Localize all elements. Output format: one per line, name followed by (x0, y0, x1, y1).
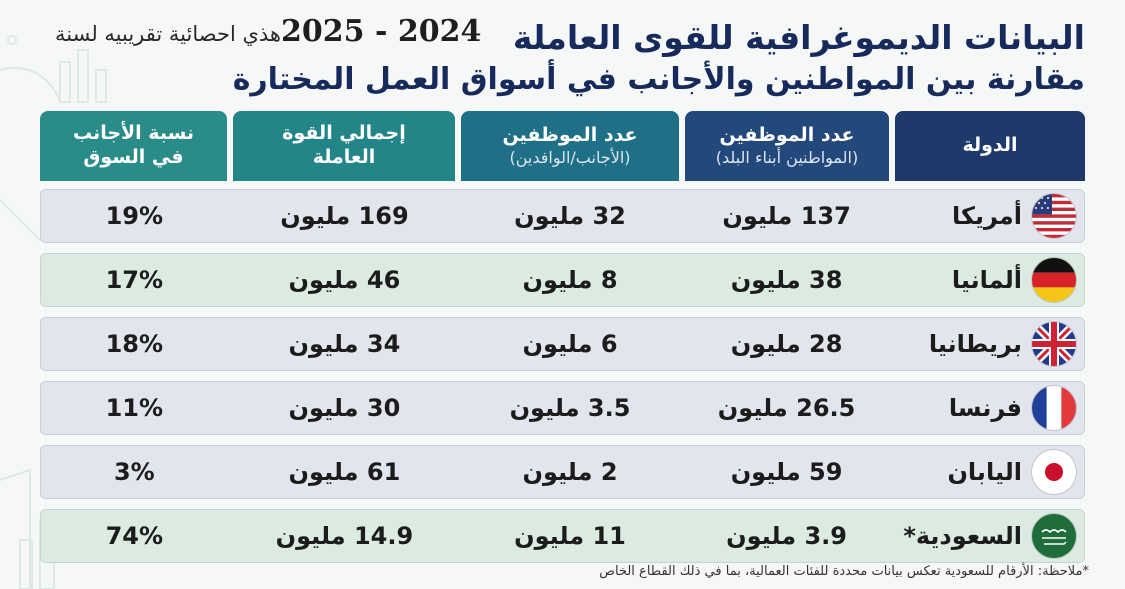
workforce-table: الدولة عدد الموظفين (المواطنين أبناء الب… (40, 111, 1085, 573)
country-cell: ألمانيا (894, 254, 1084, 306)
total-cell: 61 مليون (288, 458, 401, 486)
column-header-country: الدولة (895, 111, 1085, 181)
foreigners-cell: 32 مليون (514, 202, 626, 230)
uk-flag-icon (1032, 322, 1076, 366)
foreigners-cell: 3.5 مليون (509, 394, 631, 422)
country-cell: السعودية* (894, 510, 1084, 562)
foreign-share-cell: 11% (105, 394, 164, 422)
table-header: الدولة عدد الموظفين (المواطنين أبناء الب… (40, 111, 1085, 181)
france-flag-icon (1032, 386, 1076, 430)
nationals-cell: 137 مليون (722, 202, 851, 230)
page-subtitle: مقارنة بين المواطنين والأجانب في أسواق ا… (232, 62, 1085, 97)
saudi-flag-icon (1032, 514, 1076, 558)
year-heading: 2024 - 2025هذي احصائية تقريبيه لسنة (43, 14, 481, 49)
total-cell: 14.9 مليون (275, 522, 414, 550)
nationals-cell: 28 مليون (730, 330, 843, 358)
country-name: اليابان (947, 458, 1022, 486)
column-header-nationals-sub: (المواطنين أبناء البلد) (715, 147, 859, 167)
page-title: البيانات الديموغرافية للقوى العاملة (512, 18, 1085, 57)
country-name: فرنسا (948, 394, 1022, 422)
foreigners-cell: 8 مليون (522, 266, 618, 294)
foreign-share-cell: 17% (105, 266, 164, 294)
table-row-france: فرنسا 26.5 مليون 3.5 مليون 30 مليون 11% (40, 381, 1085, 435)
nationals-cell: 38 مليون (730, 266, 843, 294)
total-cell: 169 مليون (280, 202, 409, 230)
table-row-usa: أمريكا 137 مليون 32 مليون 169 مليون 19% (40, 189, 1085, 243)
column-header-foreigners-sub: (الأجانب/الوافدين) (509, 147, 631, 167)
table-row-saudi: السعودية* 3.9 مليون 11 مليون 14.9 مليون … (40, 509, 1085, 563)
country-cell: أمريكا (894, 190, 1084, 242)
column-header-total-line2: العاملة (312, 146, 376, 168)
column-header-nationals: عدد الموظفين (المواطنين أبناء البلد) (685, 111, 889, 181)
foreign-share-cell: 18% (105, 330, 164, 358)
column-header-nationals-label: عدد الموظفين (719, 124, 855, 147)
japan-flag-icon (1032, 450, 1076, 494)
nationals-cell: 59 مليون (730, 458, 843, 486)
year-range: 2024 - 2025 (281, 14, 482, 49)
foreign-share-cell: 3% (113, 458, 155, 486)
footnote: *ملاحظة: الأرقام للسعودية تعكس بيانات مح… (599, 564, 1089, 579)
country-name: السعودية* (903, 522, 1022, 550)
column-header-foreign-share: نسبة الأجانب في السوق (40, 111, 227, 181)
foreigners-cell: 11 مليون (514, 522, 626, 550)
nationals-cell: 3.9 مليون (726, 522, 847, 550)
title-area: 2024 - 2025هذي احصائية تقريبيه لسنة البي… (25, 14, 1085, 114)
country-name: ألمانيا (951, 266, 1022, 294)
column-header-foreign-share-line1: نسبة الأجانب (72, 122, 195, 145)
year-note: هذي احصائية تقريبيه لسنة (55, 22, 281, 46)
country-cell: اليابان (894, 446, 1084, 498)
column-header-foreigners: عدد الموظفين (الأجانب/الوافدين) (461, 111, 679, 181)
usa-flag-icon (1032, 194, 1076, 238)
table-row-germany: ألمانيا 38 مليون 8 مليون 46 مليون 17% (40, 253, 1085, 307)
total-cell: 34 مليون (288, 330, 401, 358)
total-cell: 30 مليون (288, 394, 401, 422)
country-cell: بريطانيا (894, 318, 1084, 370)
nationals-cell: 26.5 مليون (717, 394, 856, 422)
foreigners-cell: 6 مليون (522, 330, 618, 358)
column-header-country-label: الدولة (962, 134, 1018, 157)
column-header-foreigners-label: عدد الموظفين (502, 124, 638, 147)
country-name: أمريكا (952, 202, 1022, 230)
column-header-total-line1: إجمالي القوة (282, 122, 406, 145)
table-row-uk: بريطانيا 28 مليون 6 مليون 34 مليون 18% (40, 317, 1085, 371)
foreign-share-cell: 74% (105, 522, 164, 550)
foreign-share-cell: 19% (105, 202, 164, 230)
table-row-japan: اليابان 59 مليون 2 مليون 61 مليون 3% (40, 445, 1085, 499)
germany-flag-icon (1032, 258, 1076, 302)
country-name: بريطانيا (928, 330, 1022, 358)
column-header-total: إجمالي القوة العاملة (233, 111, 455, 181)
total-cell: 46 مليون (288, 266, 401, 294)
column-header-foreign-share-line2: في السوق (83, 146, 184, 168)
country-cell: فرنسا (894, 382, 1084, 434)
foreigners-cell: 2 مليون (522, 458, 618, 486)
